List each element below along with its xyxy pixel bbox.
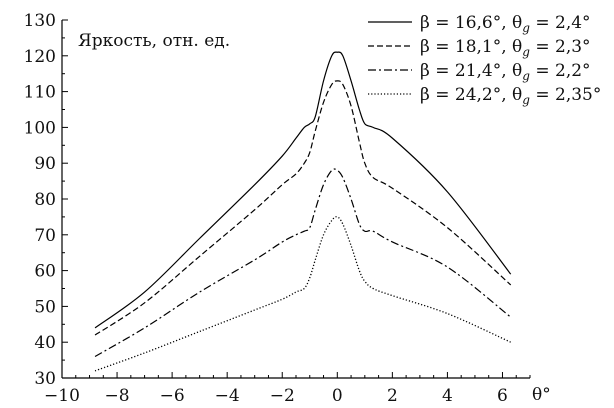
y-tick-label: 30 (34, 369, 56, 389)
y-tick-label: 130 (24, 11, 56, 31)
x-tick-label: 0 (332, 386, 343, 406)
x-tick-label: −10 (44, 386, 80, 406)
legend-label-4: β = 24,2°, θg = 2,35° (420, 85, 601, 107)
y-tick-label: 120 (24, 47, 56, 67)
x-tick-label: −6 (160, 386, 185, 406)
legend-label-1: β = 16,6°, θg = 2,4° (420, 13, 591, 35)
y-tick-label: 50 (34, 297, 56, 317)
y-axis-label: Яркость, отн. ед. (78, 31, 230, 51)
x-tick-label: 4 (442, 386, 453, 406)
x-tick-label: 6 (497, 386, 508, 406)
y-tick-label: 70 (34, 226, 56, 246)
series-line-4 (94, 216, 511, 372)
y-tick-label: 90 (34, 154, 56, 174)
y-tick-label: 40 (34, 333, 56, 353)
series-line-2 (94, 80, 512, 336)
x-axis-label: θ° (532, 385, 551, 405)
legend-label-2: β = 18,1°, θg = 2,3° (420, 37, 591, 59)
series-layer (94, 51, 512, 372)
series-line-1 (94, 51, 512, 329)
axis-ticks: −10 −8 −6 −4 −2 0 2 4 6 30 40 50 60 70 80 90 100 110 120 13… (24, 11, 531, 406)
legend-label-3: β = 21,4°, θg = 2,2° (420, 61, 591, 83)
y-tick-label: 110 (24, 83, 56, 103)
x-tick-label: 2 (387, 386, 398, 406)
series-line-3 (94, 168, 512, 358)
legend: β = 16,6°, θg = 2,4°β = 18,1°, θg = 2,3°… (368, 13, 601, 107)
y-tick-label: 60 (34, 262, 56, 282)
x-tick-label: −4 (215, 386, 240, 406)
x-tick-label: −8 (105, 386, 130, 406)
y-tick-label: 80 (34, 190, 56, 210)
y-tick-label: 100 (24, 118, 56, 138)
x-tick-label: −2 (270, 386, 295, 406)
